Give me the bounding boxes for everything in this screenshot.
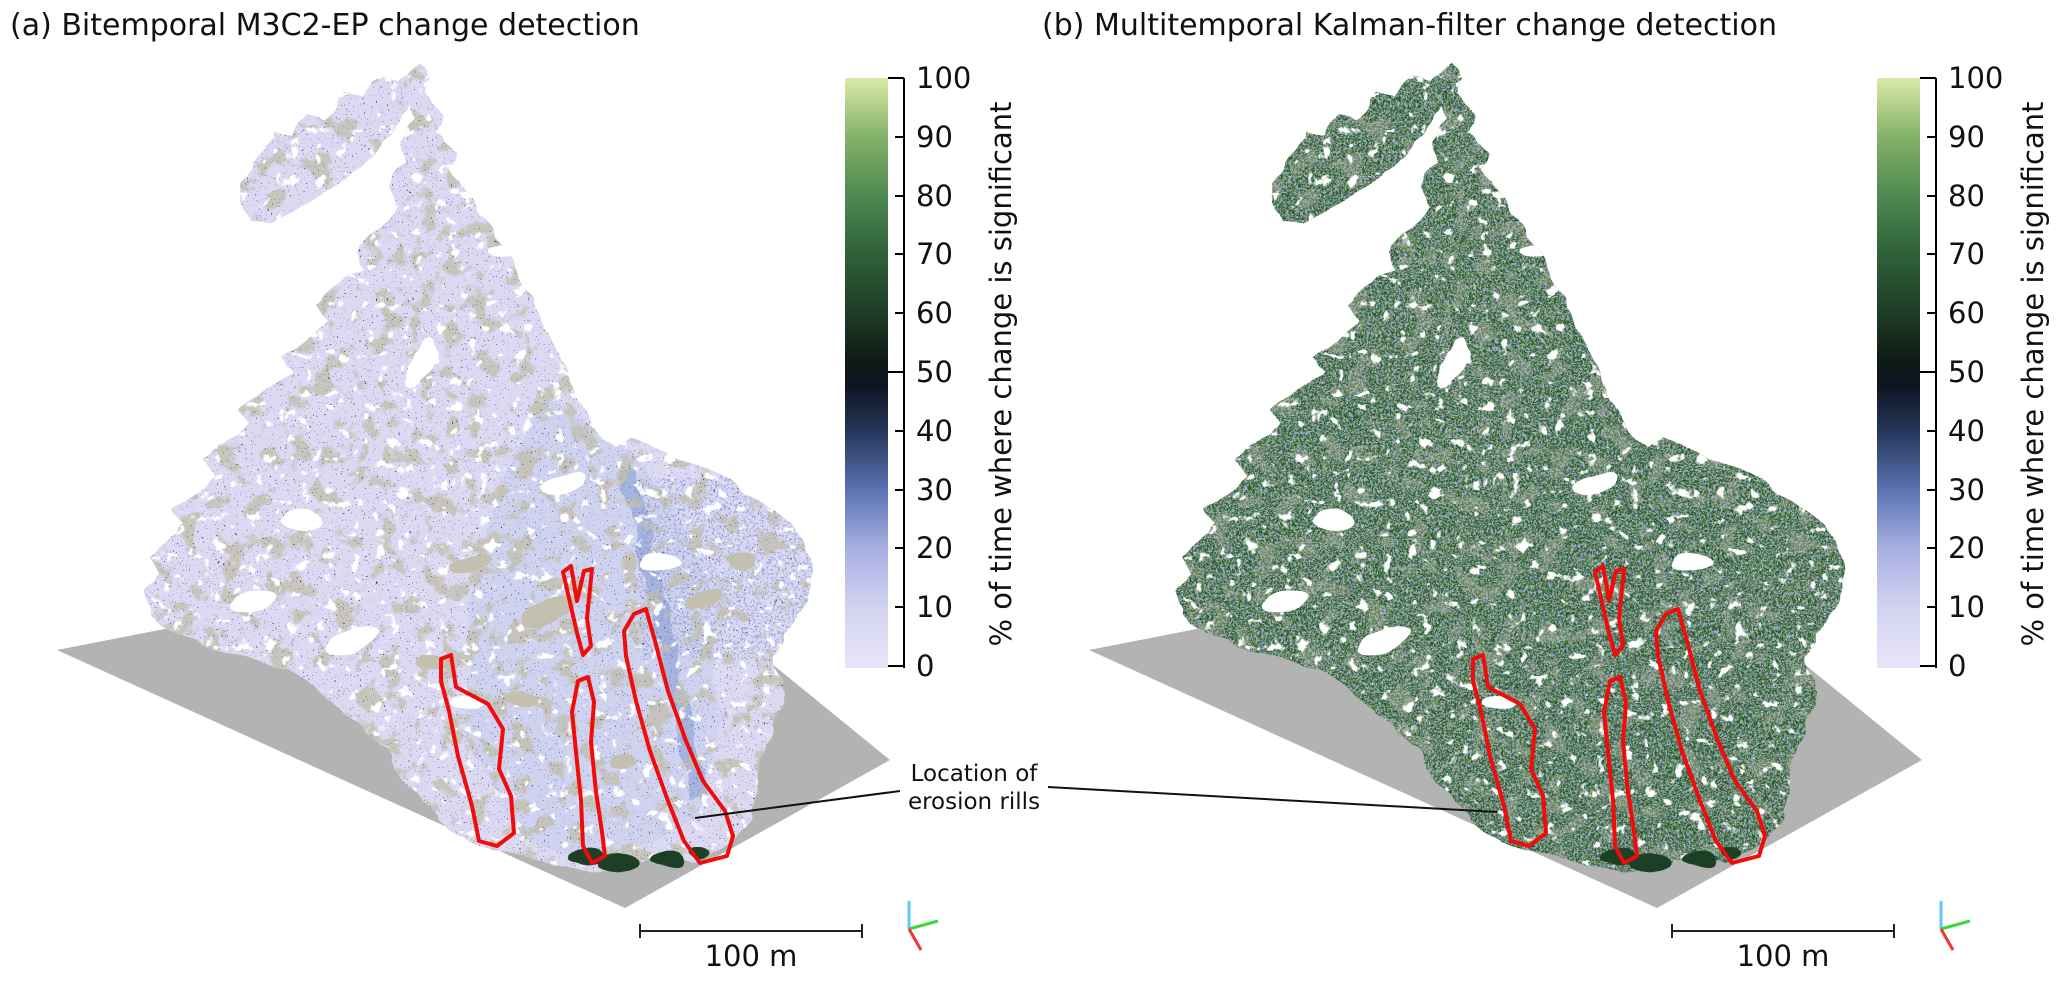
leader-line-left	[694, 790, 901, 819]
point-cloud-a	[143, 62, 813, 873]
annotation-line-1: Location of	[910, 761, 1038, 787]
panel-b-scene: 100 m	[1089, 62, 1972, 973]
scale-bar-b	[1671, 923, 1895, 939]
point-cloud-b	[1175, 62, 1845, 873]
scale-bar-label-b: 100 m	[1737, 939, 1830, 973]
scale-bar-label-a: 100 m	[705, 939, 798, 973]
panel-a-scene: 100 m	[57, 62, 940, 973]
scale-bar-a	[639, 923, 863, 939]
axis-triad-icon-a	[907, 899, 940, 952]
axis-triad-icon-b	[1939, 899, 1972, 952]
leader-line-right	[1047, 786, 1498, 813]
annotation-line-2: erosion rills	[907, 789, 1041, 815]
annotation-leader-lines	[694, 786, 1498, 819]
annotation-erosion-rills: Location of erosion rills	[893, 760, 1055, 816]
